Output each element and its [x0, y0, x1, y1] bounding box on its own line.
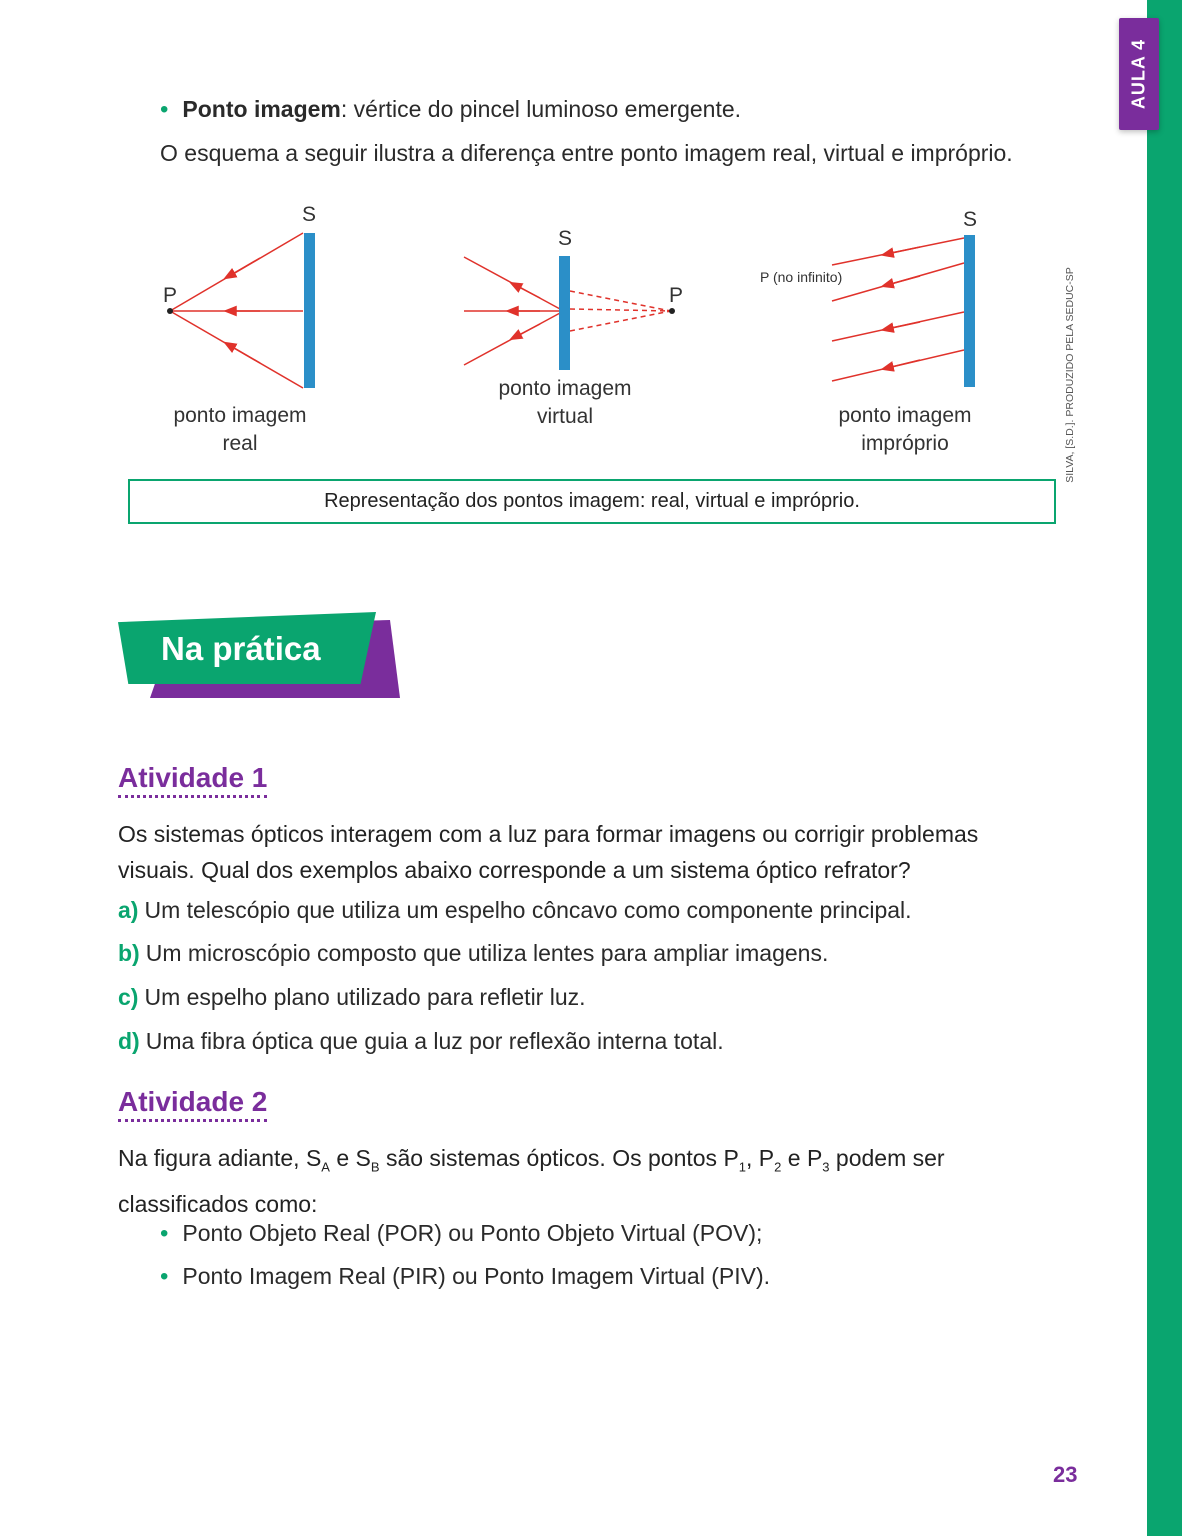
q-text: e S [329, 1145, 371, 1171]
caption-virtual: ponto imagem virtual [475, 375, 655, 431]
point-label-virtual: P [669, 284, 684, 307]
q-text: , P [746, 1145, 775, 1171]
option-text: Um telescópio que utiliza um espelho côn… [144, 897, 912, 923]
virtual-image-figure [463, 256, 675, 370]
option-letter: b) [118, 940, 140, 966]
lesson-tab-label: AULA 4 [1128, 38, 1149, 110]
subscript-2: 2 [774, 1159, 782, 1175]
activity-2-bullet: • Ponto Objeto Real (POR) ou Ponto Objeto… [160, 1220, 762, 1248]
subscript-a: A [321, 1159, 330, 1175]
section-title: Na prática [161, 630, 321, 667]
image-credit: SILVA, [S.D.]. PRODUZIDO PELA SEDUC-SP [1064, 267, 1076, 483]
activity-2-bullet: • Ponto Imagem Real (PIR) ou Ponto Imagem… [160, 1263, 770, 1291]
bullet-icon: • [160, 1263, 169, 1290]
lesson-tab: AULA 4 [1119, 18, 1159, 130]
subscript-b: B [370, 1159, 380, 1175]
option-c[interactable]: c) Um espelho plano utilizado para reflet… [118, 984, 586, 1011]
option-b[interactable]: b) Um microscópio composto que utiliza le… [118, 940, 828, 967]
system-label-real: S [302, 203, 317, 226]
system-label-improper: S [963, 208, 978, 231]
activity-2-question-line2: classificados como: [118, 1190, 318, 1217]
activity-2-title: Atividade 2 [118, 1086, 268, 1122]
activity-2-question-line1: Na figura adiante, SA e SB são sistemas … [118, 1140, 945, 1186]
subscript-1: 1 [738, 1159, 747, 1175]
caption-improper: ponto imagem impróprio [815, 402, 995, 458]
section-banner: Na prática [118, 610, 408, 705]
option-a[interactable]: a) Um telescópio que utiliza um espelho c… [118, 897, 912, 924]
caption-real-line2: real [222, 432, 258, 455]
banner-front-shape [118, 612, 376, 684]
activity-1-question: Os sistemas ópticos interagem com a luz … [118, 816, 978, 888]
bullet-icon: • [160, 1220, 169, 1247]
point-note-improper: P (no infinito) [760, 269, 843, 285]
optical-system-bar [964, 235, 975, 387]
image-points-diagram: S P ponto imagem real S P ponto imagem v… [130, 195, 1060, 465]
improper-image-figure [831, 235, 975, 387]
q-text: Na figura adiante, S [118, 1145, 322, 1171]
system-label-virtual: S [558, 227, 573, 250]
option-letter: d) [118, 1028, 140, 1054]
point-label-real: P [163, 284, 178, 307]
bullet-icon: • [160, 96, 169, 123]
caption-improper-line1: ponto imagem [838, 404, 972, 427]
caption-real-line1: ponto imagem [173, 404, 307, 427]
activity-2-question: Na figura adiante, SA e SB são sistemas … [118, 1140, 945, 1222]
bullet-text: Ponto Imagem Real (PIR) ou Ponto Imagem … [182, 1263, 771, 1289]
q-text: podem ser [829, 1145, 945, 1171]
bullet-term: Ponto imagem [182, 96, 341, 122]
image-point [167, 308, 173, 314]
intro-paragraph: O esquema a seguir ilustra a diferença e… [160, 140, 1013, 166]
figure-caption: Representação dos pontos imagem: real, v… [128, 479, 1056, 524]
side-color-band [1147, 0, 1182, 1536]
diagram-drawing [167, 232, 975, 389]
activity-1-title: Atividade 1 [118, 762, 268, 798]
activity-1-question-line2: visuais. Qual dos exemplos abaixo corres… [118, 857, 911, 883]
bullet-definition: : vértice do pincel luminoso emergente. [340, 96, 742, 122]
caption-real: ponto imagem real [150, 402, 330, 458]
real-image-figure [167, 232, 315, 389]
option-d[interactable]: d) Uma fibra óptica que guia a luz por re… [118, 1028, 724, 1055]
activity-1-question-line1: Os sistemas ópticos interagem com a luz … [118, 821, 979, 847]
intro-bullet: • Ponto imagem: vértice do pincel luminos… [160, 96, 741, 124]
option-letter: c) [118, 984, 139, 1010]
option-letter: a) [118, 897, 139, 923]
caption-virtual-line1: ponto imagem [498, 377, 632, 400]
caption-improper-line2: impróprio [861, 432, 949, 455]
option-text: Uma fibra óptica que guia a luz por refl… [145, 1028, 724, 1054]
page-number: 23 [1053, 1462, 1078, 1487]
caption-virtual-line2: virtual [536, 405, 594, 428]
subscript-3: 3 [822, 1159, 830, 1175]
option-text: Um microscópio composto que utiliza lent… [145, 940, 829, 966]
bullet-text: Ponto Objeto Real (POR) ou Ponto Objeto … [182, 1220, 763, 1246]
q-text: e P [781, 1145, 823, 1171]
optical-system-bar [559, 256, 570, 370]
image-point [669, 308, 675, 314]
optical-system-bar [304, 233, 315, 388]
q-text: são sistemas ópticos. Os pontos P [379, 1145, 739, 1171]
option-text: Um espelho plano utilizado para refletir… [144, 984, 586, 1010]
